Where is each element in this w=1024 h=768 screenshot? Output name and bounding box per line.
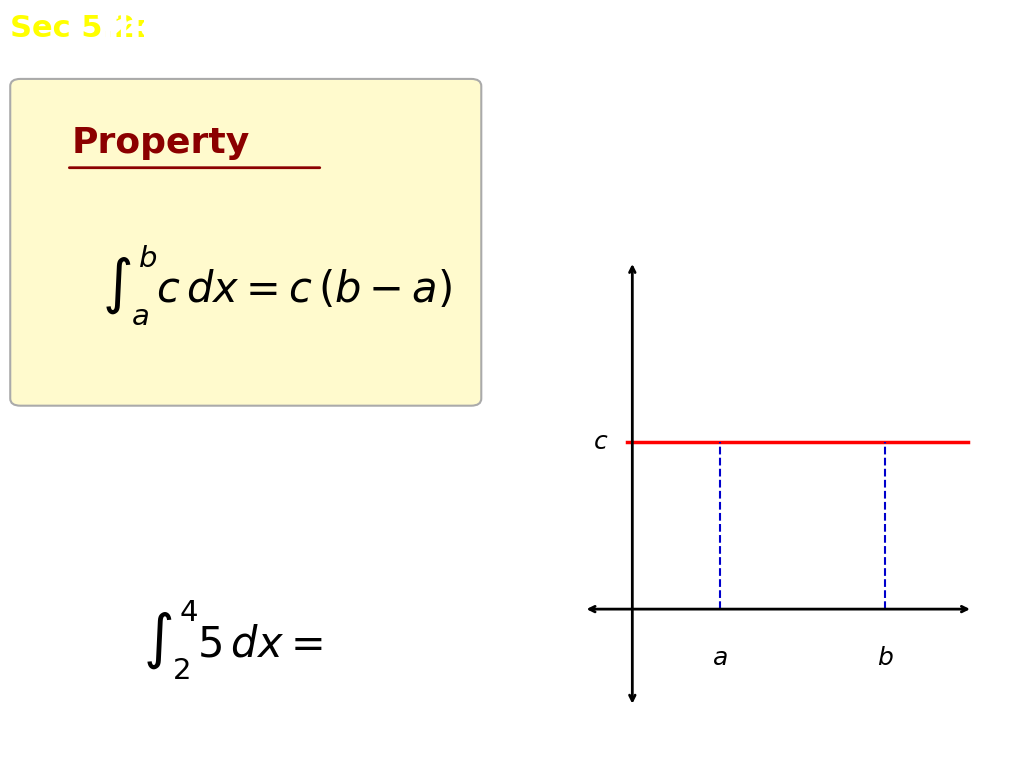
FancyBboxPatch shape xyxy=(10,79,481,406)
Text: The Definite Integral: The Definite Integral xyxy=(87,15,455,43)
Text: $c$: $c$ xyxy=(593,430,608,454)
Text: Sec 5.2:: Sec 5.2: xyxy=(10,15,147,43)
Text: $a$: $a$ xyxy=(712,646,728,670)
Text: $b$: $b$ xyxy=(877,646,894,670)
Text: $\int_2^4 5\, dx =$: $\int_2^4 5\, dx =$ xyxy=(143,598,323,682)
Text: Property: Property xyxy=(72,126,250,160)
Text: $\int_a^b c\, dx = c\,(b - a)$: $\int_a^b c\, dx = c\,(b - a)$ xyxy=(102,243,453,327)
